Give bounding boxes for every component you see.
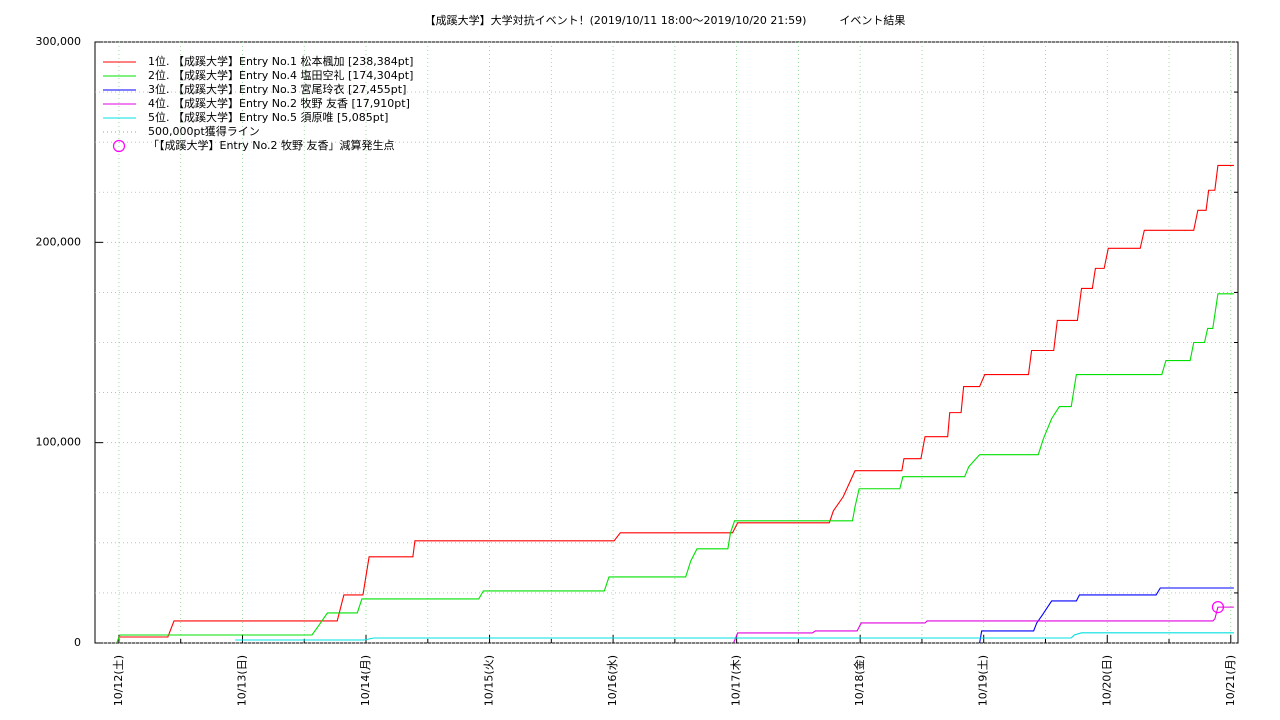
legend-swatch xyxy=(112,139,126,153)
x-tick-label: 10/17(木) xyxy=(730,655,743,706)
event-marker xyxy=(1211,601,1225,614)
x-tick-label: 10/21(月) xyxy=(1224,655,1237,706)
chart-title: 【成蹊大学】大学対抗イベント！(2019/10/11 18:00～2019/10… xyxy=(425,13,906,27)
x-tick-label: 10/16(水) xyxy=(606,655,619,706)
legend-label: 500,000pt獲得ライン xyxy=(148,125,260,138)
x-tick-label: 10/20(日) xyxy=(1100,655,1113,706)
x-tick-label: 10/18(金) xyxy=(852,655,866,706)
x-tick-label: 10/14(月) xyxy=(359,655,372,706)
series-line xyxy=(116,293,1234,643)
legend-label: 「【成蹊大学】Entry No.2 牧野 友香」減算発生点 xyxy=(148,138,395,152)
y-tick-label: 0 xyxy=(74,636,81,649)
legend-label: 5位. 【成蹊大学】Entry No.5 須原唯 [5,085pt] xyxy=(148,110,388,124)
series-line xyxy=(235,632,1234,641)
x-tick-label: 10/15(火) xyxy=(483,655,496,706)
series-line xyxy=(116,164,1234,643)
legend-label: 2位. 【成蹊大学】Entry No.4 塩田空礼 [174,304pt] xyxy=(148,68,413,82)
legend-label: 1位. 【成蹊大学】Entry No.1 松本楓加 [238,384pt] xyxy=(148,54,413,68)
x-tick-label: 10/13(日) xyxy=(235,655,248,706)
plot-frame xyxy=(94,41,1239,644)
legend-label: 3位. 【成蹊大学】Entry No.3 宮尾玲衣 [27,455pt] xyxy=(148,82,406,96)
series-line xyxy=(733,606,1234,643)
legend-label: 4位. 【成蹊大学】Entry No.2 牧野 友香 [17,910pt] xyxy=(148,96,410,110)
series-line xyxy=(979,587,1234,643)
x-tick-label: 10/12(土) xyxy=(112,655,125,706)
plot-area xyxy=(116,164,1234,643)
x-tick-label: 10/19(土) xyxy=(977,655,990,706)
y-tick-label: 300,000 xyxy=(36,35,82,48)
y-tick-label: 100,000 xyxy=(36,436,82,449)
y-tick-label: 200,000 xyxy=(36,235,82,248)
